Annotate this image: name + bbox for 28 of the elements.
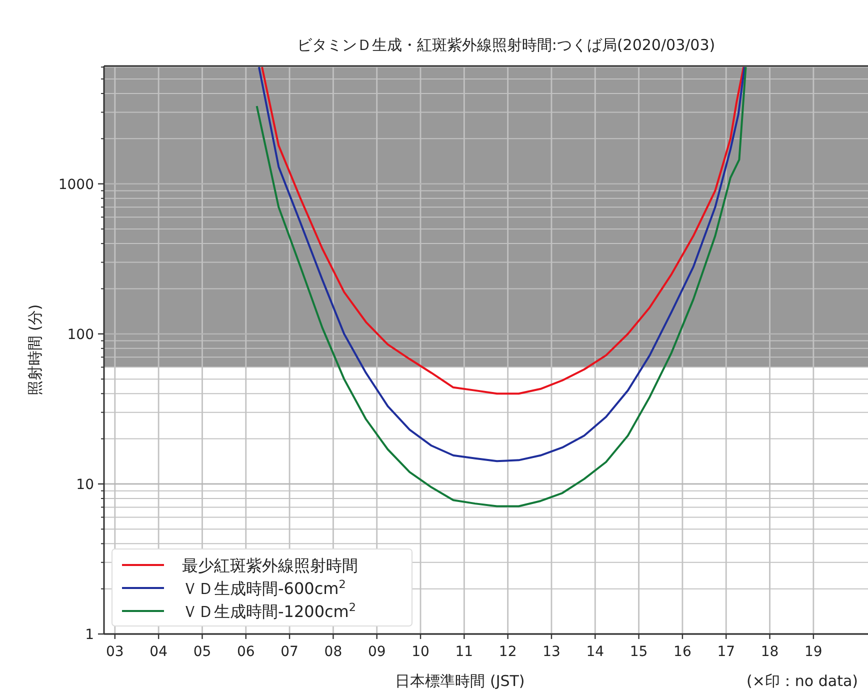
y-tick-label: 1	[85, 627, 94, 643]
x-tick-label: 09	[368, 644, 386, 660]
x-tick-label: 08	[324, 644, 342, 660]
x-tick-label: 05	[193, 644, 212, 660]
x-tick-label: 11	[455, 644, 474, 660]
chart-title: ビタミンＤ生成・紅斑紫外線照射時間:つくば局(2020/03/03)	[296, 36, 716, 54]
legend-label: 最少紅斑紫外線照射時間	[182, 556, 358, 575]
y-axis-title: 照射時間 (分)	[26, 304, 44, 396]
x-tick-label: 17	[717, 644, 736, 660]
x-tick-label: 07	[280, 644, 298, 660]
x-tick-label: 14	[586, 644, 604, 660]
x-tick-label: 15	[630, 644, 648, 660]
x-tick-label: 13	[542, 644, 560, 660]
x-tick-label: 12	[498, 644, 517, 660]
x-tick-label: 06	[236, 644, 255, 660]
y-tick-label: 10	[76, 476, 94, 493]
legend-label: ＶＤ生成時間-600cm$^{2}$	[182, 578, 346, 598]
x-tick-label: 03	[106, 644, 124, 660]
legend-label: ＶＤ生成時間-1200cm$^{2}$	[182, 600, 356, 621]
x-axis-title: 日本標準時間 (JST)	[395, 672, 525, 690]
x-tick-label: 16	[674, 644, 692, 660]
x-tick-label: 04	[150, 644, 168, 660]
text: (×印：no data)	[746, 672, 858, 690]
y-tick-label: 100	[67, 326, 94, 343]
y-tick-label: 1000	[58, 176, 94, 193]
x-tick-label: 10	[412, 644, 430, 660]
x-tick-label: 18	[760, 644, 779, 660]
x-tick-label: 19	[804, 644, 822, 660]
